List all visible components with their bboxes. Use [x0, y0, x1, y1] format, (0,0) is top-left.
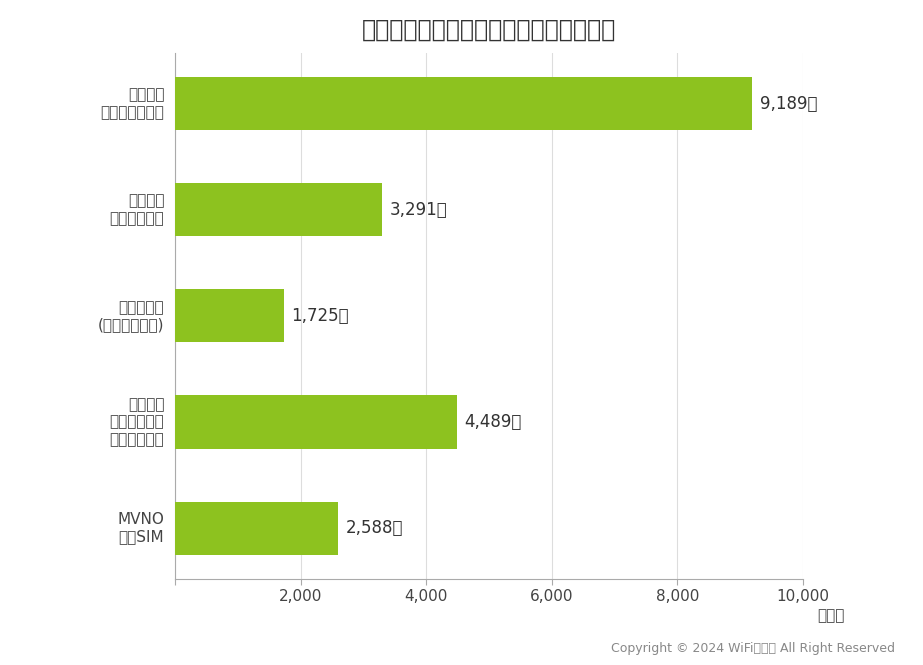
Text: 【円】: 【円】 — [817, 608, 845, 624]
Text: 3,291円: 3,291円 — [390, 201, 448, 219]
Text: 9,189円: 9,189円 — [760, 94, 817, 112]
Text: 1,725円: 1,725円 — [291, 307, 349, 325]
Bar — [175, 289, 283, 342]
Text: Copyright © 2024 WiFiの極み All Right Reserved: Copyright © 2024 WiFiの極み All Right Reser… — [611, 642, 895, 655]
Bar — [175, 396, 457, 448]
Title: 【事業者タイプ別の平均携帯電話料金】: 【事業者タイプ別の平均携帯電話料金】 — [362, 17, 617, 41]
Text: 2,588円: 2,588円 — [345, 519, 402, 537]
Bar — [175, 501, 338, 555]
Bar — [175, 77, 752, 130]
Text: 4,489円: 4,489円 — [464, 413, 522, 431]
Bar — [175, 184, 382, 236]
